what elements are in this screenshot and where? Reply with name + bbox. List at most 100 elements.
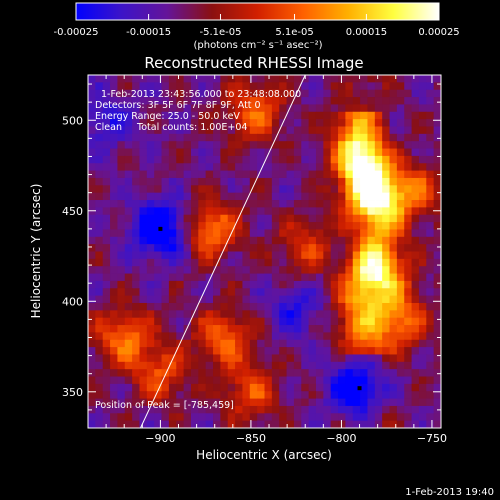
heatmap-cell — [198, 148, 207, 157]
heatmap-cell — [360, 214, 368, 223]
heatmap-cell — [168, 89, 177, 98]
heatmap-cell — [293, 339, 302, 348]
heatmap-cell — [279, 148, 287, 157]
heatmap-cell — [264, 155, 273, 164]
heatmap-cell — [110, 75, 118, 83]
annotation-detectors: Detectors: 3F 5F 6F 7F 8F 9F, Att 0 — [95, 100, 261, 111]
heatmap-cell — [418, 82, 427, 91]
heatmap-cell — [124, 97, 133, 105]
heatmap-cell — [154, 251, 162, 260]
heatmap-cell — [404, 251, 412, 260]
heatmap-cell — [161, 111, 170, 120]
heatmap-cell — [227, 383, 236, 392]
heatmap-cell — [426, 325, 435, 333]
heatmap-cell — [345, 339, 354, 348]
heatmap-cell — [168, 75, 177, 83]
heatmap-cell — [257, 405, 265, 414]
heatmap-cell — [176, 288, 185, 297]
heatmap-cell — [220, 126, 229, 135]
heatmap-cell — [271, 236, 280, 245]
heatmap-cell — [95, 251, 104, 260]
heatmap-cell — [227, 288, 236, 297]
heatmap-cell — [249, 119, 258, 127]
heatmap-cell — [190, 104, 199, 113]
heatmap-cell — [352, 405, 361, 414]
heatmap-cell — [190, 192, 199, 201]
heatmap-cell — [418, 310, 427, 319]
heatmap-cell — [426, 295, 435, 304]
heatmap-cell — [360, 354, 368, 363]
heatmap-cell — [220, 251, 229, 260]
heatmap-cell — [146, 310, 155, 319]
heatmap-cell — [110, 251, 118, 260]
heatmap-cell — [271, 111, 280, 120]
heatmap-cell — [124, 111, 133, 120]
heatmap-cell — [183, 258, 192, 267]
heatmap-cell — [404, 111, 412, 120]
heatmap-cell — [213, 133, 221, 142]
heatmap-cell — [323, 75, 332, 83]
heatmap-cell — [426, 405, 435, 414]
heatmap-cell — [139, 288, 148, 297]
heatmap-cell — [88, 280, 96, 289]
heatmap-cell — [323, 119, 332, 127]
heatmap-cell — [176, 236, 185, 245]
heatmap-cell — [168, 420, 177, 428]
heatmap-cell — [117, 369, 126, 377]
heatmap-cell — [227, 273, 236, 282]
heatmap-cell — [213, 119, 221, 127]
heatmap-cell — [330, 317, 339, 326]
heatmap-cell — [382, 214, 390, 223]
heatmap-cell — [154, 163, 162, 172]
heatmap-cell — [257, 383, 265, 392]
heatmap-cell — [345, 398, 354, 407]
heatmap-cell — [389, 185, 398, 194]
heatmap-cell — [323, 310, 332, 319]
heatmap-cell — [308, 236, 317, 245]
heatmap-cell — [220, 347, 229, 355]
heatmap-cell — [95, 266, 104, 274]
heatmap-cell — [176, 185, 185, 194]
heatmap-cell — [382, 104, 390, 113]
heatmap-cell — [345, 104, 354, 113]
heatmap-cell — [146, 177, 155, 186]
heatmap-cell — [183, 302, 192, 311]
heatmap-cell — [249, 273, 258, 282]
heatmap-cell — [242, 148, 251, 157]
heatmap-cell — [323, 266, 332, 274]
heatmap-cell — [279, 155, 287, 164]
heatmap-cell — [190, 391, 199, 399]
heatmap-cell — [352, 369, 361, 377]
heatmap-cell — [426, 339, 435, 348]
minimum-marker — [357, 386, 362, 391]
heatmap-cell — [110, 266, 118, 274]
heatmap-cell — [323, 185, 332, 194]
heatmap-cell — [161, 405, 170, 414]
heatmap-cell — [426, 229, 435, 238]
heatmap-cell — [102, 222, 111, 230]
heatmap-cell — [102, 192, 111, 201]
heatmap-cell — [95, 420, 104, 428]
heatmap-cell — [117, 273, 126, 282]
heatmap-cell — [418, 302, 427, 311]
heatmap-cell — [190, 413, 199, 422]
heatmap-cell — [293, 148, 302, 157]
heatmap-cell — [176, 82, 185, 91]
heatmap-cell — [190, 361, 199, 370]
heatmap-cell — [374, 236, 383, 245]
heatmap-cell — [110, 170, 118, 179]
heatmap-cell — [257, 266, 265, 274]
heatmap-cell — [88, 177, 96, 186]
heatmap-cell — [338, 273, 346, 282]
heatmap-cell — [323, 170, 332, 179]
heatmap-cell — [235, 119, 243, 127]
heatmap-cell — [360, 111, 368, 120]
heatmap-cell — [249, 280, 258, 289]
heatmap-cell — [146, 236, 155, 245]
heatmap-cell — [176, 244, 185, 252]
heatmap-cell — [426, 185, 435, 194]
heatmap-cell — [286, 273, 295, 282]
heatmap-cell — [279, 177, 287, 186]
heatmap-cell — [257, 236, 265, 245]
heatmap-cell — [190, 398, 199, 407]
